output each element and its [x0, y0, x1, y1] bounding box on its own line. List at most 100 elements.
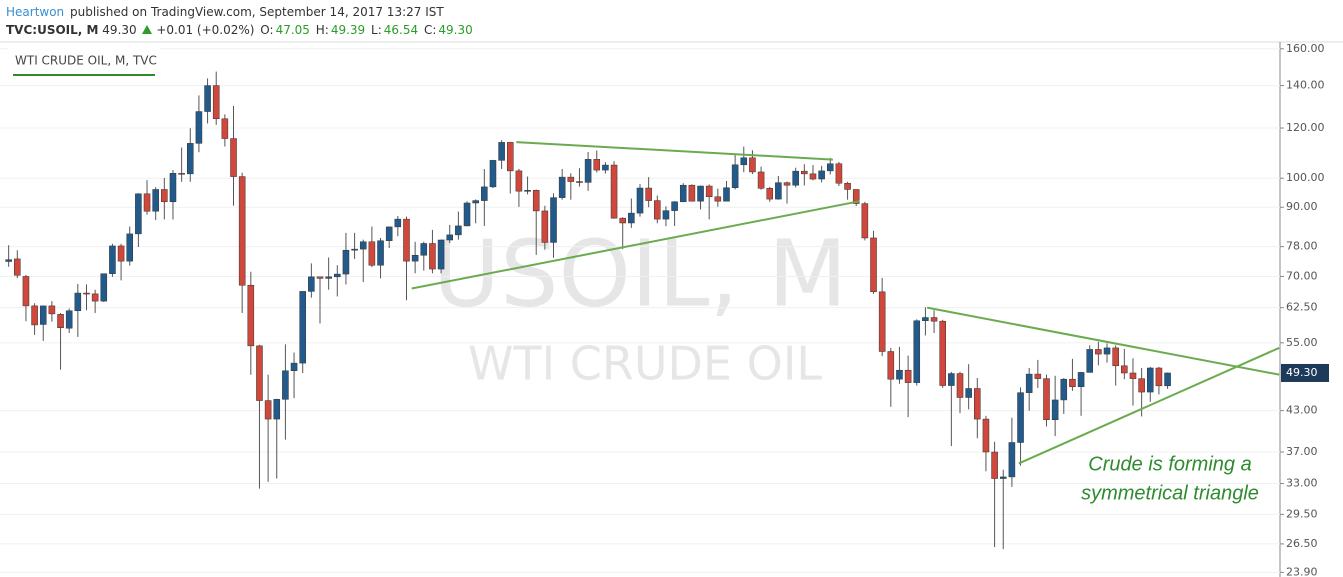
trendline	[411, 200, 860, 290]
legend-title: WTI CRUDE OIL, M, TVC	[15, 54, 157, 68]
candle-body	[247, 284, 255, 347]
candle-body	[887, 351, 895, 380]
candle-body	[498, 142, 505, 161]
candle-body	[1095, 349, 1102, 355]
author[interactable]: Heartwon	[6, 5, 65, 19]
candle-body	[178, 173, 185, 175]
candle-body	[308, 276, 315, 292]
candle-body	[489, 160, 497, 188]
annotation: Crude is forming a	[1088, 453, 1251, 475]
candle-body	[351, 248, 358, 251]
candle-body	[593, 159, 601, 171]
candle-body	[610, 164, 618, 219]
ohlc-c: 49.30	[438, 23, 473, 37]
y-tick-label: 100.00	[1286, 171, 1325, 184]
last-price-label: 49.30	[1286, 366, 1318, 379]
candle-body	[446, 234, 454, 241]
candle-body	[385, 226, 393, 241]
candle-body	[316, 276, 324, 279]
candle-body	[1008, 442, 1016, 478]
candle-body	[481, 186, 488, 201]
candle-body	[377, 240, 384, 266]
y-tick-label: 33.00	[1286, 477, 1318, 490]
candle-body	[204, 85, 211, 112]
candle-body	[697, 185, 704, 202]
candle-body	[999, 476, 1007, 479]
candle-body	[1060, 378, 1068, 401]
candle-body	[238, 176, 246, 286]
candle-body	[1051, 399, 1059, 420]
candle-body	[965, 388, 972, 398]
candle-body	[809, 173, 817, 180]
candle-body	[870, 237, 877, 293]
candle-body	[1138, 378, 1145, 393]
candle-body	[100, 273, 108, 302]
candle-body	[126, 233, 134, 262]
price: 49.30	[102, 23, 137, 37]
candle-body	[982, 418, 990, 453]
candle-body	[1155, 367, 1163, 387]
candle-body	[117, 245, 125, 262]
candle-body	[31, 305, 38, 326]
y-tick-label: 43.00	[1286, 404, 1318, 417]
candle-body	[325, 276, 332, 279]
ohlc-c-label: C:	[423, 23, 437, 37]
quote-line: TVC:USOIL, M 49.30 +0.01 (+0.02%) O: 47.0…	[6, 21, 475, 39]
candle-body	[558, 176, 566, 198]
candle-body	[39, 305, 47, 325]
candle-body	[567, 176, 575, 182]
candle-body	[195, 111, 203, 144]
y-tick-label: 55.00	[1286, 336, 1318, 349]
candle-body	[775, 182, 782, 200]
candle-body	[264, 400, 272, 420]
candle-body	[835, 163, 843, 184]
candle-body	[1103, 347, 1111, 355]
candle-body	[65, 310, 73, 329]
candle-body	[801, 170, 808, 175]
candle-body	[57, 314, 64, 328]
change: +0.01 (+0.02%)	[156, 23, 255, 37]
y-tick-label: 120.00	[1286, 121, 1325, 134]
candle-body	[654, 200, 661, 220]
candle-body	[671, 201, 678, 211]
candle-body	[368, 241, 376, 266]
y-tick-label: 29.50	[1286, 507, 1318, 520]
y-tick-label: 78.00	[1286, 240, 1318, 253]
candle-body	[1146, 367, 1154, 393]
watermark-symbol: USOIL, M	[433, 220, 847, 327]
candle-body	[688, 184, 696, 202]
candle-body	[532, 190, 540, 212]
candle-body	[48, 305, 56, 315]
candle-body	[299, 291, 306, 364]
y-tick-label: 160.00	[1286, 42, 1325, 55]
candle-body	[749, 157, 756, 173]
candle-body	[904, 369, 912, 383]
published: published on TradingView.com, September …	[70, 5, 444, 19]
candle-body	[152, 189, 159, 212]
candle-body	[1077, 372, 1085, 387]
candle-body	[135, 193, 142, 235]
candle-body	[974, 388, 981, 420]
candle-body	[1025, 373, 1033, 393]
candle-body	[939, 320, 946, 386]
candle-body	[437, 239, 445, 270]
trendline	[926, 306, 1280, 376]
candle-body	[334, 273, 341, 278]
candle-body	[91, 293, 99, 302]
candle-body	[645, 187, 652, 201]
header: Heartwon published on TradingView.com, S…	[6, 3, 475, 39]
candle-body	[576, 181, 583, 183]
candle-body	[956, 373, 964, 398]
candle-body	[619, 217, 626, 224]
candle-body	[636, 187, 644, 214]
ohlc-l: 46.54	[383, 23, 419, 37]
candle-body	[256, 345, 263, 401]
candle-body	[342, 249, 350, 275]
candle-body	[1086, 349, 1094, 373]
symbol: TVC:USOIL, M	[6, 23, 99, 37]
trendline	[516, 141, 833, 161]
candle-body	[230, 138, 237, 177]
candle-body	[948, 373, 955, 386]
candle-body	[1043, 378, 1050, 420]
